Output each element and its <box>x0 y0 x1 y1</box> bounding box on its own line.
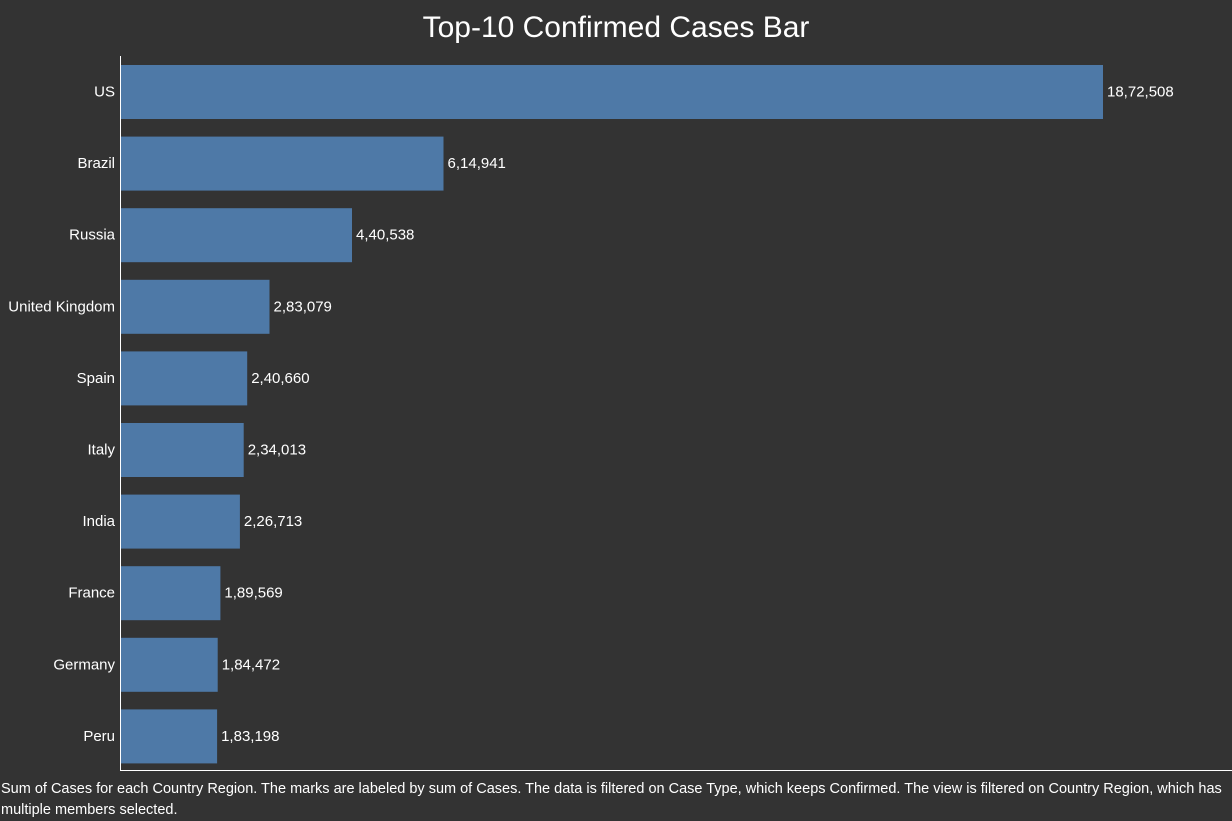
bars-group <box>121 65 1103 764</box>
bar[interactable] <box>121 423 244 477</box>
bar[interactable] <box>121 709 218 764</box>
chart-title: Top-10 Confirmed Cases Bar <box>422 11 810 44</box>
category-label: France <box>68 585 115 602</box>
category-label: Peru <box>83 728 115 745</box>
value-label: 6,14,941 <box>448 155 506 172</box>
chart-caption: Sum of Cases for each Country Region. Th… <box>1 781 1222 818</box>
value-label: 1,83,198 <box>221 728 279 745</box>
value-label: 2,34,013 <box>248 442 306 459</box>
category-label: Russia <box>69 227 116 244</box>
value-label: 4,40,538 <box>356 227 414 244</box>
category-label: India <box>82 513 115 530</box>
value-label: 1,84,472 <box>222 656 280 673</box>
bar[interactable] <box>121 566 221 621</box>
category-label: United Kingdom <box>8 298 115 315</box>
category-label: Germany <box>53 656 115 673</box>
bar[interactable] <box>121 351 248 406</box>
category-labels-group: US Brazil Russia United Kingdom Spain Italy In… <box>8 84 115 745</box>
value-label: 2,40,660 <box>251 370 309 387</box>
bar[interactable] <box>121 637 218 692</box>
category-label: Italy <box>87 442 115 459</box>
value-label: 2,83,079 <box>274 298 332 315</box>
value-label: 1,89,569 <box>224 585 282 602</box>
bar[interactable] <box>121 208 352 263</box>
category-label: US <box>94 84 115 101</box>
value-label: 18,72,508 <box>1107 84 1174 101</box>
category-label: Spain <box>77 370 115 387</box>
bar[interactable] <box>121 136 444 191</box>
value-label: 2,26,713 <box>244 513 302 530</box>
bar[interactable] <box>121 494 240 549</box>
bar[interactable] <box>121 65 1103 119</box>
category-label: Brazil <box>77 155 115 172</box>
value-labels-group: 18,72,508 6,14,941 4,40,538 2,83,079 2,40,66… <box>221 84 1174 745</box>
bar[interactable] <box>121 279 270 334</box>
